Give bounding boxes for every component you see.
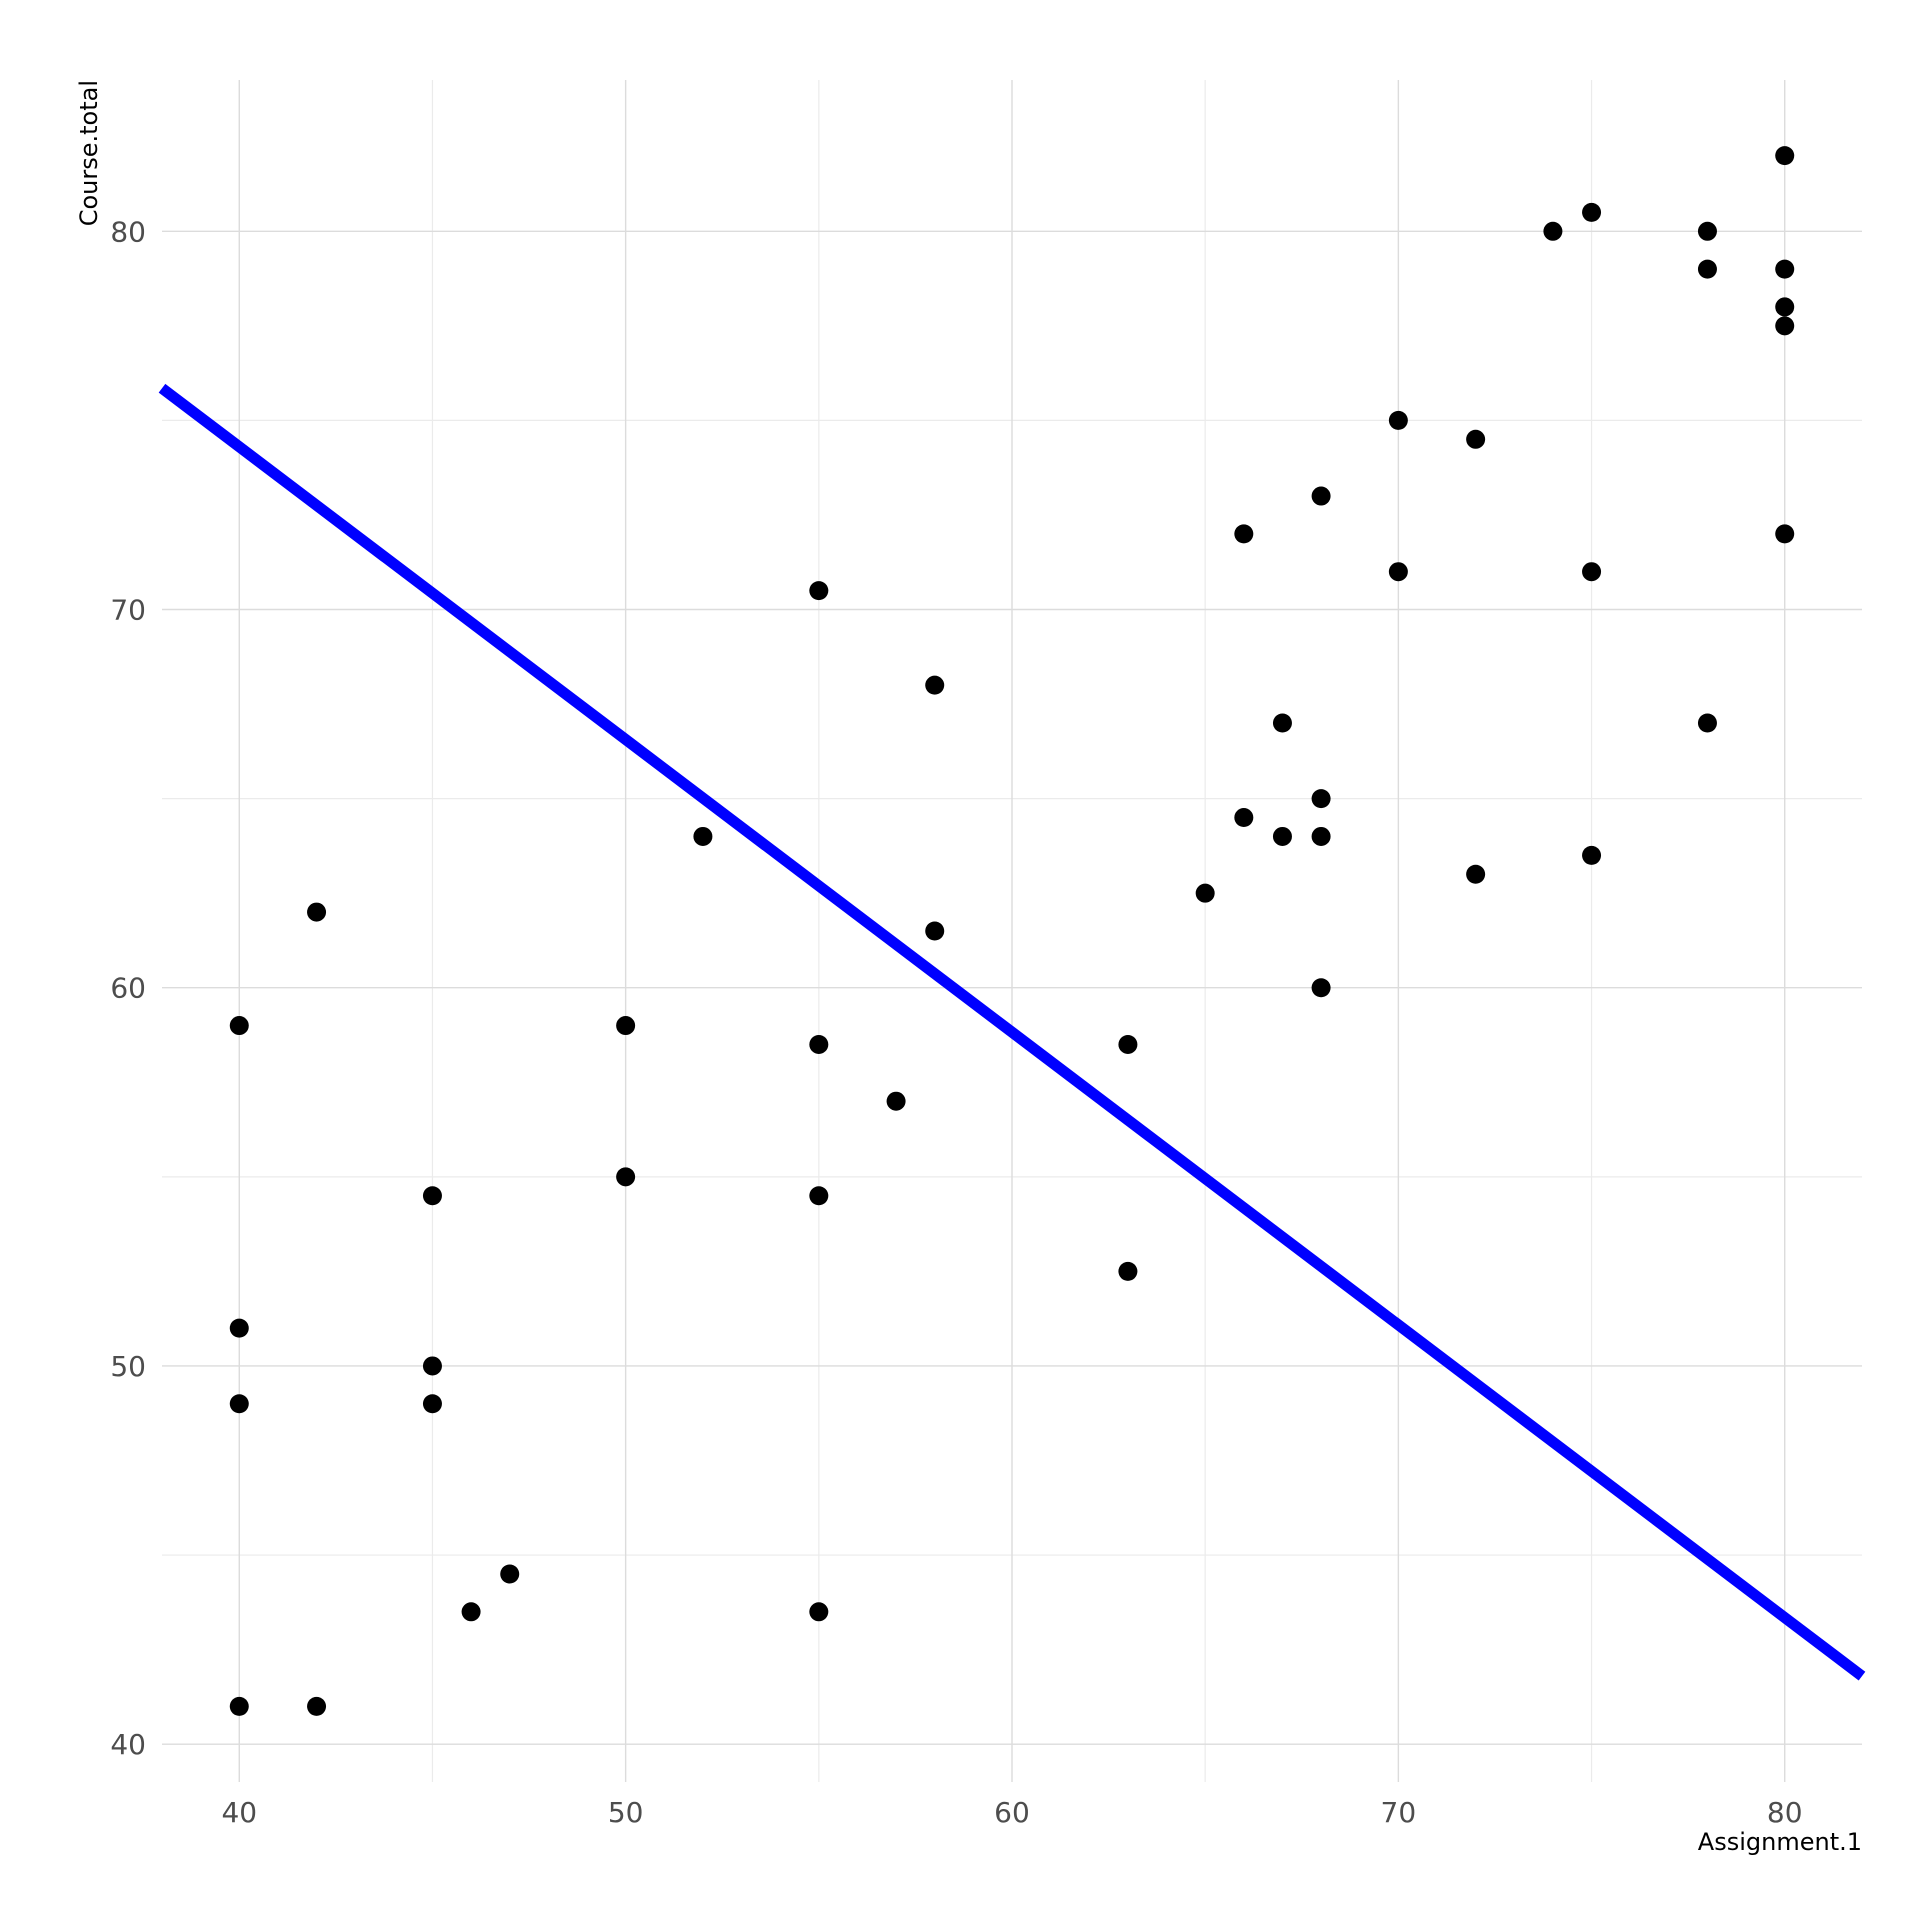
data-point	[1272, 826, 1292, 846]
x-tick-label: 70	[1381, 1796, 1417, 1829]
data-point	[1775, 297, 1795, 317]
points-layer	[229, 146, 1795, 1716]
y-tick-label: 50	[110, 1350, 146, 1383]
data-point	[229, 1394, 249, 1414]
data-point	[925, 921, 945, 941]
data-point	[1697, 713, 1717, 733]
y-tick-label: 40	[110, 1728, 146, 1761]
y-axis-title: Course.total	[75, 80, 103, 226]
data-point	[1582, 845, 1602, 865]
data-point	[1697, 221, 1717, 241]
data-point	[500, 1564, 520, 1584]
data-point	[1311, 486, 1331, 506]
x-tick-label: 50	[608, 1796, 644, 1829]
data-point	[1118, 1261, 1138, 1281]
data-point	[616, 1167, 636, 1187]
data-point	[229, 1318, 249, 1338]
x-tick-label: 60	[994, 1796, 1030, 1829]
data-point	[1543, 221, 1563, 241]
data-point	[422, 1394, 442, 1414]
y-tick-label: 60	[110, 972, 146, 1005]
trend-line-layer	[158, 383, 1866, 1681]
data-point	[307, 1696, 327, 1716]
data-point	[1775, 146, 1795, 166]
data-point	[925, 675, 945, 695]
y-tick-label: 80	[110, 215, 146, 248]
data-point	[1775, 316, 1795, 336]
y-tick-labels: 40 50 60 70 80	[110, 215, 146, 1761]
data-point	[1388, 562, 1408, 582]
data-point	[1775, 259, 1795, 279]
data-point	[1582, 562, 1602, 582]
x-tick-labels: 40 50 60 70 80	[221, 1796, 1802, 1829]
data-point	[693, 826, 713, 846]
data-point	[307, 902, 327, 922]
y-tick-label: 70	[110, 594, 146, 627]
data-point	[1466, 429, 1486, 449]
data-point	[1118, 1034, 1138, 1054]
data-point	[1195, 883, 1215, 903]
data-point	[886, 1091, 906, 1111]
data-point	[1311, 826, 1331, 846]
data-point	[1272, 713, 1292, 733]
data-point	[1775, 524, 1795, 544]
x-axis-title: Assignment.1	[1698, 1828, 1862, 1856]
x-tick-label: 80	[1767, 1796, 1803, 1829]
x-tick-label: 40	[221, 1796, 257, 1829]
data-point	[809, 1186, 829, 1206]
data-point	[1582, 202, 1602, 222]
data-point	[616, 1016, 636, 1036]
trend-line	[158, 383, 1866, 1681]
data-point	[422, 1186, 442, 1206]
data-point	[229, 1696, 249, 1716]
data-point	[1466, 864, 1486, 884]
data-point	[809, 1602, 829, 1622]
data-point	[809, 1034, 829, 1054]
data-point	[809, 581, 829, 601]
data-point	[1697, 259, 1717, 279]
data-point	[1311, 978, 1331, 998]
major-gridlines	[162, 80, 1862, 1782]
data-point	[1311, 789, 1331, 809]
data-point	[1234, 524, 1254, 544]
data-point	[461, 1602, 481, 1622]
data-point	[1234, 808, 1254, 828]
data-point	[229, 1016, 249, 1036]
data-point	[422, 1356, 442, 1376]
data-point	[1388, 410, 1408, 430]
